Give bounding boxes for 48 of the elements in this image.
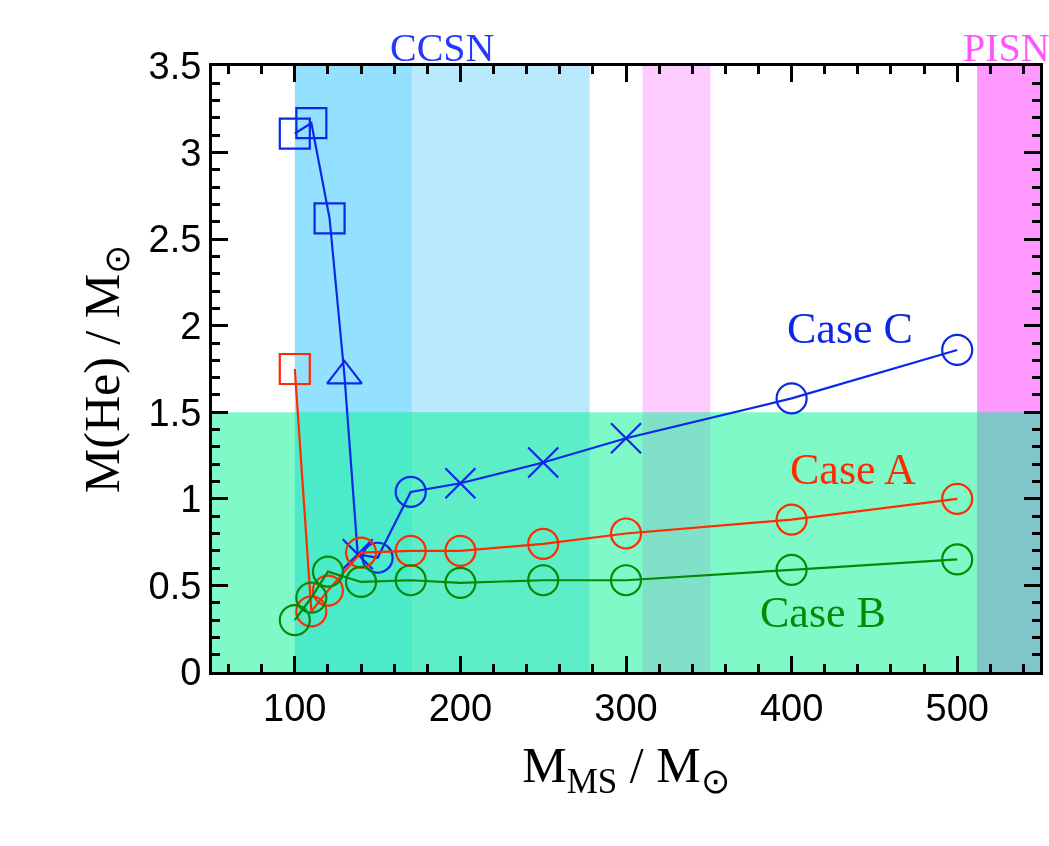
point <box>609 564 643 597</box>
y-tick-label: 0 <box>180 651 202 694</box>
series-label: Case A <box>790 445 917 494</box>
point <box>394 534 427 567</box>
y-tick-label: 1.5 <box>148 391 202 434</box>
point <box>394 475 427 509</box>
point <box>278 352 311 386</box>
point <box>444 566 477 599</box>
point <box>775 553 808 586</box>
x-tick-label: 300 <box>594 686 658 729</box>
point <box>941 482 974 515</box>
point <box>278 603 311 637</box>
y-tick-label: 3 <box>180 131 202 174</box>
point <box>278 117 311 150</box>
x-tick-label: 500 <box>925 686 989 729</box>
y-tick-label: 3.5 <box>148 45 202 88</box>
x-tick-label: 400 <box>759 686 824 729</box>
annotation: PISN <box>963 25 1049 70</box>
point <box>311 555 345 588</box>
point <box>609 422 643 455</box>
y-tick-label: 2 <box>180 305 202 348</box>
point <box>775 503 808 536</box>
x-tick-label: 100 <box>263 686 327 729</box>
point <box>941 543 974 576</box>
point <box>313 202 346 235</box>
y-tick-label: 2.5 <box>148 218 202 261</box>
series-label: Case B <box>760 588 886 637</box>
y-tick-label: 1 <box>180 478 202 521</box>
point <box>295 107 328 140</box>
x-axis-title: M$_{MS}$ / M$_{⊙}$ <box>522 737 730 801</box>
point <box>527 564 560 597</box>
point <box>609 517 643 550</box>
series-label: Case C <box>787 304 913 353</box>
point <box>941 333 974 367</box>
annotation: CCSN <box>390 25 495 70</box>
point <box>527 446 560 479</box>
point <box>444 534 477 567</box>
point <box>295 595 328 628</box>
point <box>295 581 328 614</box>
point <box>444 467 477 500</box>
point <box>311 574 345 607</box>
x-tick-label: 200 <box>428 686 493 729</box>
point <box>775 382 808 415</box>
point <box>361 541 394 574</box>
point <box>344 565 378 599</box>
point <box>394 564 427 597</box>
y-tick-label: 0.5 <box>148 564 202 607</box>
point <box>527 527 560 560</box>
